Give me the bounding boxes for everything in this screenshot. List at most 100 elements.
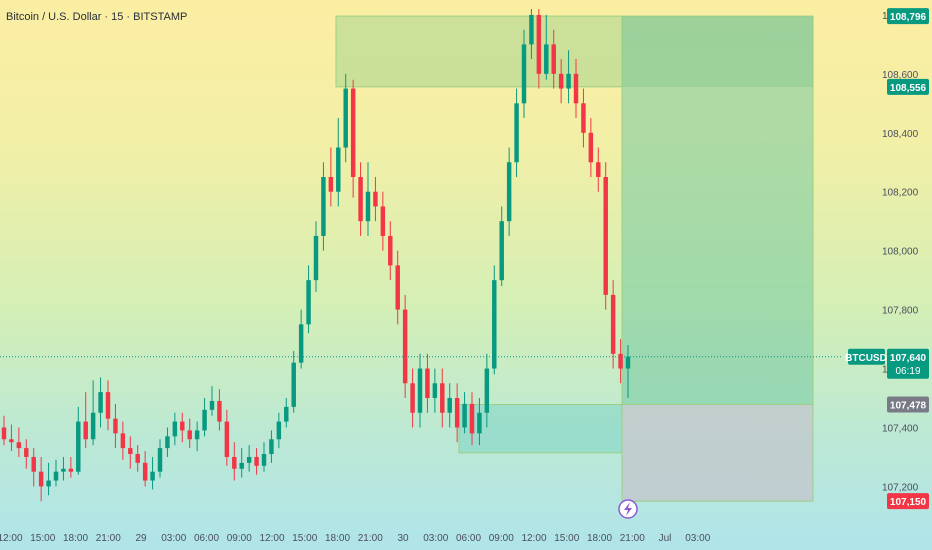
candle bbox=[31, 448, 36, 487]
candle bbox=[380, 191, 386, 251]
candle bbox=[261, 442, 267, 472]
candle bbox=[224, 409, 230, 466]
candle bbox=[38, 456, 44, 502]
support-zone bbox=[458, 404, 623, 454]
time-tick-label: 06:00 bbox=[456, 533, 481, 544]
candle bbox=[358, 162, 363, 236]
candle bbox=[350, 79, 356, 198]
candle bbox=[269, 430, 274, 463]
time-tick-label: 12:00 bbox=[259, 533, 284, 544]
time-tick-label: 12:00 bbox=[521, 533, 546, 544]
zones-layer bbox=[335, 15, 814, 502]
time-tick-label: 21:00 bbox=[96, 533, 121, 544]
candle bbox=[105, 380, 111, 431]
candle bbox=[113, 403, 118, 449]
candle bbox=[343, 73, 348, 163]
candle bbox=[402, 294, 408, 399]
time-tick-label: 15:00 bbox=[554, 533, 579, 544]
price-label-badge: 107,150 bbox=[887, 493, 929, 510]
price-tick-label: 107,400 bbox=[882, 423, 919, 434]
candle bbox=[432, 368, 438, 413]
candle bbox=[395, 250, 400, 325]
candle bbox=[588, 118, 594, 177]
stop-zone bbox=[621, 404, 814, 502]
target-overlap-zone bbox=[622, 16, 813, 87]
time-tick-label: 03:00 bbox=[161, 533, 186, 544]
candle bbox=[246, 445, 252, 472]
current-price-countdown: 06:19 bbox=[895, 366, 920, 377]
candle bbox=[128, 436, 133, 469]
price-axis: 107,200107,400107,600107,800108,000108,2… bbox=[882, 11, 919, 494]
time-tick-label: 18:00 bbox=[325, 533, 350, 544]
candle bbox=[558, 59, 564, 104]
candle bbox=[544, 14, 549, 80]
candle bbox=[53, 459, 59, 487]
time-tick-label: 15:00 bbox=[292, 533, 317, 544]
time-tick-label: 21:00 bbox=[358, 533, 383, 544]
candle bbox=[187, 418, 192, 449]
candle bbox=[625, 344, 631, 399]
candle bbox=[306, 265, 311, 334]
candle bbox=[313, 221, 319, 292]
candle bbox=[596, 147, 601, 192]
candle bbox=[298, 309, 304, 369]
candle bbox=[209, 386, 215, 416]
candle bbox=[492, 265, 497, 375]
candle bbox=[120, 421, 126, 460]
price-label-badge: 108,796 bbox=[887, 8, 929, 25]
candles-layer bbox=[1, 9, 631, 502]
candle bbox=[440, 368, 445, 428]
candle bbox=[16, 427, 22, 457]
price-tick-label: 107,200 bbox=[882, 482, 919, 493]
candle bbox=[477, 398, 482, 446]
time-tick-label: 12:00 bbox=[0, 533, 23, 544]
svg-text:108,796: 108,796 bbox=[890, 12, 927, 23]
time-tick-label: 21:00 bbox=[620, 533, 645, 544]
candle bbox=[514, 88, 519, 177]
candle bbox=[291, 350, 296, 413]
time-tick-label: 09:00 bbox=[489, 533, 514, 544]
candle bbox=[328, 147, 334, 207]
candle bbox=[217, 389, 222, 431]
candle bbox=[254, 448, 259, 475]
candle bbox=[135, 445, 140, 472]
price-label-badge: 107,478 bbox=[887, 396, 929, 413]
candle bbox=[68, 456, 74, 478]
price-tick-label: 108,400 bbox=[882, 129, 919, 140]
candle bbox=[566, 50, 571, 104]
candle bbox=[454, 383, 460, 443]
candle bbox=[484, 353, 490, 428]
candle bbox=[90, 380, 96, 446]
candle bbox=[603, 162, 608, 310]
candle bbox=[24, 439, 29, 469]
candle bbox=[194, 421, 200, 452]
candle bbox=[506, 147, 512, 236]
candle bbox=[276, 412, 282, 449]
candle bbox=[157, 439, 163, 478]
candle bbox=[165, 427, 170, 457]
candle bbox=[581, 88, 586, 148]
svg-text:107,150: 107,150 bbox=[890, 497, 927, 508]
candle bbox=[9, 424, 14, 452]
candle bbox=[336, 118, 341, 207]
time-axis: 12:00 15:00 18:00 21:00 29 03:00 06:00 09:00 12:… bbox=[0, 533, 711, 544]
time-tick-label: 18:00 bbox=[587, 533, 612, 544]
candle bbox=[618, 339, 623, 384]
time-tick-label: 06:00 bbox=[194, 533, 219, 544]
price-labels-layer: 108,796 108,556 107,478 107,150 bbox=[887, 8, 929, 510]
candle bbox=[529, 9, 534, 60]
candle bbox=[469, 392, 475, 446]
time-tick-label: 03:00 bbox=[685, 533, 710, 544]
time-tick-label: 18:00 bbox=[63, 533, 88, 544]
price-tick-label: 108,600 bbox=[882, 70, 919, 81]
lightning-icon[interactable] bbox=[618, 499, 638, 519]
time-tick-label: 09:00 bbox=[227, 533, 252, 544]
time-tick-label: 03:00 bbox=[423, 533, 448, 544]
price-tick-label: 107,800 bbox=[882, 306, 919, 317]
candle bbox=[46, 462, 51, 496]
current-price-symbol: BTCUSD bbox=[845, 353, 887, 364]
chart-title: Bitcoin / U.S. Dollar · 15 · BITSTAMP bbox=[6, 11, 187, 23]
candle bbox=[83, 392, 88, 449]
price-tick-label: 108,200 bbox=[882, 188, 919, 199]
